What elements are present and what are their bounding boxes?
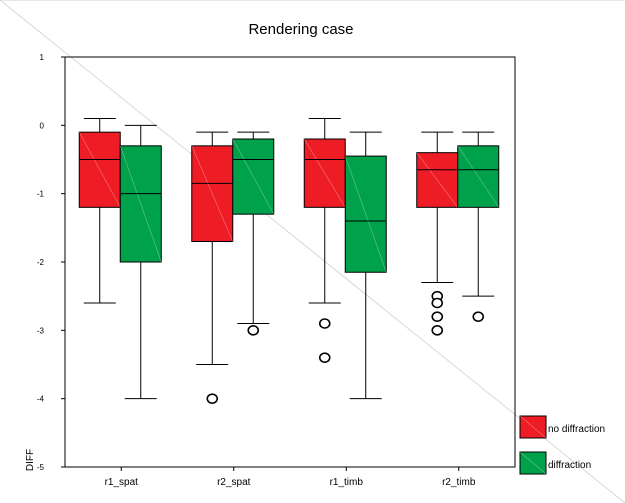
box-shine: [344, 155, 387, 273]
legend-swatch-no-diffraction-shine: [519, 415, 547, 439]
y-tick-label: 0: [40, 121, 45, 130]
outlier-marker: [431, 325, 444, 336]
box-shine: [191, 145, 234, 242]
x-tick-label: r1_spat: [105, 477, 139, 488]
chart-title: Rendering case: [248, 21, 353, 38]
y-tick-label: -1: [37, 190, 45, 199]
outlier-marker: [247, 325, 260, 336]
box-shine: [78, 131, 121, 208]
box-shine: [303, 138, 346, 208]
x-tick-label: r2_timb: [442, 477, 476, 488]
y-axis-label: DIFF: [25, 449, 36, 471]
outlier-marker: [318, 352, 331, 363]
x-tick-label: r2_spat: [217, 477, 251, 488]
box: [232, 138, 275, 215]
legend-swatch-no-diffraction: [519, 415, 547, 439]
y-tick-label: 1: [40, 53, 45, 62]
outlier-marker: [318, 318, 331, 329]
legend-label-diffraction: diffraction: [548, 460, 591, 471]
box: [78, 131, 121, 208]
box: [416, 152, 459, 208]
legend-swatch-diffraction-shine: [519, 451, 547, 475]
outlier-marker: [431, 311, 444, 322]
box: [303, 138, 346, 208]
legend-swatch-diffraction: [519, 451, 547, 475]
box: [344, 155, 387, 273]
outlier-marker: [472, 311, 485, 322]
y-axis: 1 0 -1 -2 -3 -4 -5: [37, 53, 65, 472]
box: [457, 145, 500, 208]
box: [191, 145, 234, 242]
x-axis: r1_spat r2_spat r1_timb r2_timb: [105, 467, 476, 488]
y-tick-label: -4: [37, 395, 45, 404]
outlier-marker: [431, 297, 444, 309]
y-tick-label: -3: [37, 326, 45, 335]
box: [119, 145, 162, 263]
box-shine: [119, 145, 162, 263]
x-tick-label: r1_timb: [330, 477, 364, 488]
legend: no diffraction diffraction: [519, 415, 605, 475]
y-tick-label: -2: [37, 258, 45, 267]
box-shine: [232, 138, 275, 215]
box-shine: [416, 152, 459, 208]
legend-label-no-diffraction: no diffraction: [548, 424, 605, 435]
box-group: [78, 118, 500, 404]
box-shine: [457, 145, 500, 208]
outlier-marker: [206, 393, 219, 404]
y-tick-label: -5: [37, 463, 45, 472]
